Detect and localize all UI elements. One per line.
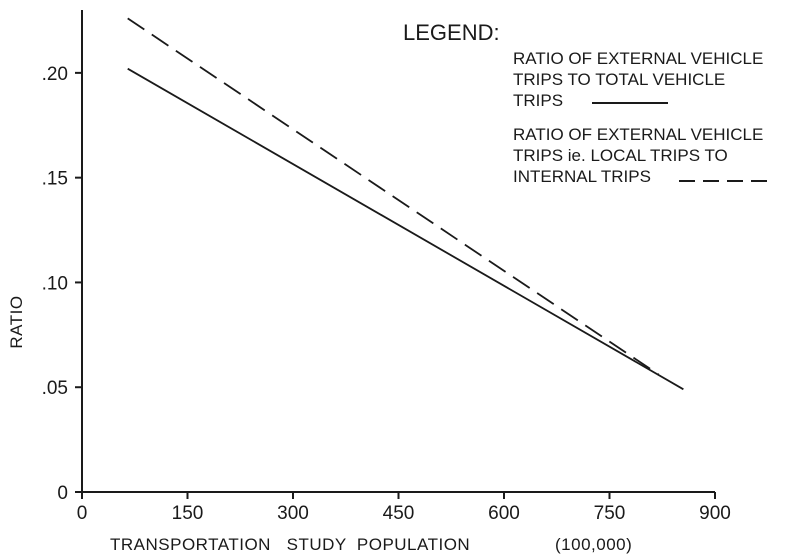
x-tick-label: 750 — [594, 503, 626, 524]
x-tick-label: 900 — [699, 503, 731, 524]
x-axis-title: TRANSPORTATION STUDY POPULATION — [110, 535, 470, 554]
ticks: 0 150 300 450 600 750 900 0 .05 .10 .15 .20 — [42, 64, 731, 524]
x-tick-label: 300 — [277, 503, 309, 524]
y-tick-label: .05 — [42, 378, 68, 399]
y-axis-title: RATIO — [7, 295, 26, 348]
y-tick-label: .20 — [42, 64, 68, 85]
legend-entry-text: RATIO OF EXTERNAL VEHICLE — [513, 49, 763, 68]
series-line-solid — [127, 67, 684, 391]
x-tick-label: 450 — [383, 503, 415, 524]
y-tick-label: .15 — [42, 169, 68, 190]
series-line-dashed — [127, 17, 660, 376]
x-tick-label: 0 — [77, 503, 88, 524]
series-lines — [127, 17, 684, 391]
x-axis-unit: (100,000) — [555, 535, 632, 554]
y-tick-label: 0 — [57, 483, 68, 504]
legend-title: LEGEND: — [403, 20, 500, 45]
x-tick-label: 150 — [172, 503, 204, 524]
legend: LEGEND: RATIO OF EXTERNAL VEHICLE TRIPS TO… — [403, 20, 775, 186]
y-tick-label: .10 — [42, 273, 68, 294]
legend-entry-text: RATIO OF EXTERNAL VEHICLE — [513, 125, 763, 144]
legend-entry-text: TRIPS TO TOTAL VEHICLE — [513, 70, 725, 89]
legend-entry-text: TRIPS — [513, 91, 563, 110]
legend-entry-text: TRIPS ie. LOCAL TRIPS TO — [513, 146, 728, 165]
x-tick-label: 600 — [488, 503, 520, 524]
legend-entry-text: INTERNAL TRIPS — [513, 167, 651, 186]
